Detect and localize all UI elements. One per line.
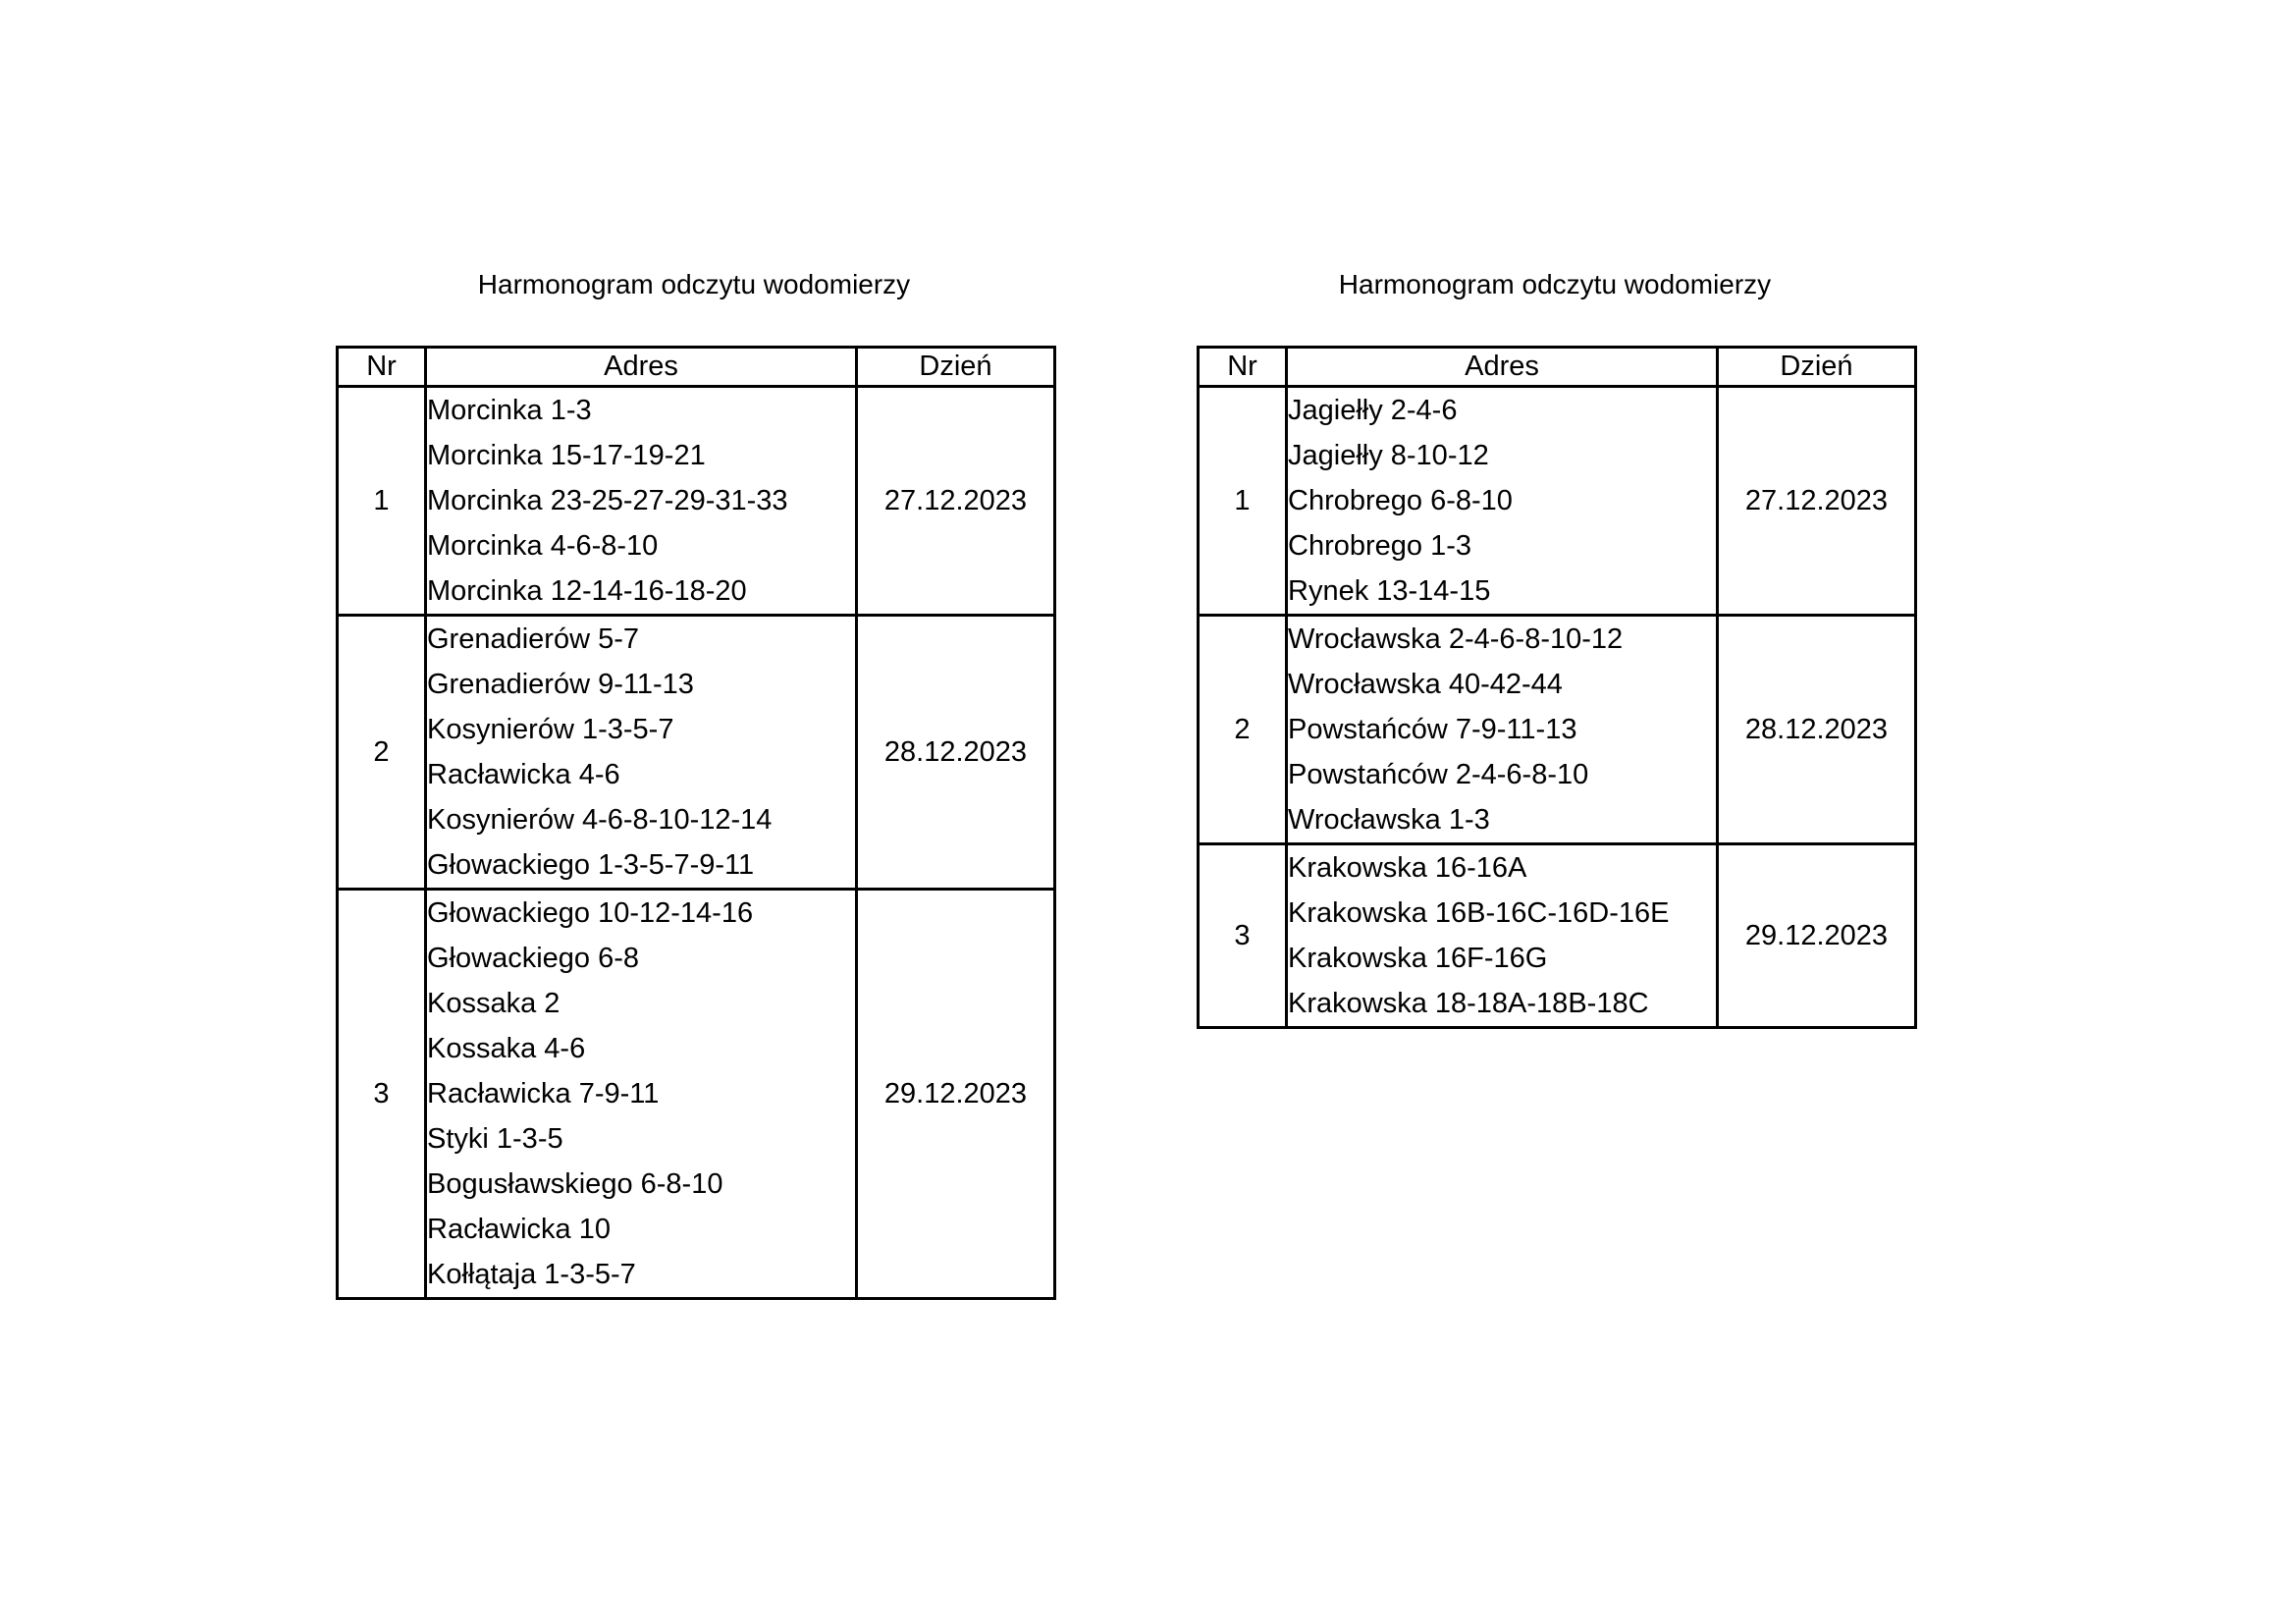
address-line: Morcinka 1-3	[427, 395, 592, 426]
address-line: Kossaka 4-6	[427, 1033, 586, 1064]
reading-date: 28.12.2023	[855, 614, 1056, 891]
group-number: 3	[336, 888, 427, 1300]
address-line: Kossaka 2	[427, 988, 561, 1019]
address-line: Morcinka 4-6-8-10	[427, 530, 659, 562]
group-number: 1	[1197, 385, 1288, 617]
address-line: Krakowska 18-18A-18B-18C	[1288, 988, 1649, 1019]
address-line: Racławicka 10	[427, 1214, 611, 1245]
reading-date: 28.12.2023	[1716, 614, 1917, 845]
address-line: Chrobrego 1-3	[1288, 530, 1471, 562]
header-dzien: Dzień	[1716, 346, 1917, 388]
group-number: 3	[1197, 842, 1288, 1029]
address-line: Kosynierów 1-3-5-7	[427, 714, 674, 745]
address-line: Bogusławskiego 6-8-10	[427, 1168, 723, 1200]
group-number: 2	[1197, 614, 1288, 845]
address-line: Kosynierów 4-6-8-10-12-14	[427, 804, 773, 836]
address-line: Głowackiego 1-3-5-7-9-11	[427, 849, 755, 881]
address-list: Krakowska 16-16A Krakowska 16B-16C-16D-1…	[1285, 842, 1719, 1029]
address-list: Morcinka 1-3 Morcinka 15-17-19-21 Morcin…	[424, 385, 858, 617]
address-line: Rynek 13-14-15	[1288, 575, 1491, 607]
schedule-title: Harmonogram odczytu wodomierzy	[1338, 269, 1772, 299]
address-line: Powstańców 7-9-11-13	[1288, 714, 1577, 745]
address-line: Styki 1-3-5	[427, 1123, 563, 1155]
header-row: Nr Adres Dzień	[336, 346, 1056, 388]
address-line: Racławicka 4-6	[427, 759, 620, 790]
address-list: Jagiełły 2-4-6 Jagiełły 8-10-12 Chrobreg…	[1285, 385, 1719, 617]
address-line: Krakowska 16F-16G	[1288, 943, 1548, 974]
address-line: Chrobrego 6-8-10	[1288, 485, 1513, 516]
address-line: Wrocławska 40-42-44	[1288, 669, 1563, 700]
table-row: 1 Jagiełły 2-4-6 Jagiełły 8-10-12 Chrobr…	[1197, 385, 1917, 617]
table-row: 3 Krakowska 16-16A Krakowska 16B-16C-16D…	[1197, 842, 1917, 1029]
address-line: Kołłątaja 1-3-5-7	[427, 1259, 636, 1290]
header-nr: Nr	[336, 346, 427, 388]
header-row: Nr Adres Dzień	[1197, 346, 1917, 388]
address-list: Wrocławska 2-4-6-8-10-12 Wrocławska 40-4…	[1285, 614, 1719, 845]
header-adres: Adres	[424, 346, 858, 388]
address-line: Głowackiego 6-8	[427, 943, 639, 974]
table-row: 3 Głowackiego 10-12-14-16 Głowackiego 6-…	[336, 888, 1056, 1300]
header-adres: Adres	[1285, 346, 1719, 388]
address-list: Głowackiego 10-12-14-16 Głowackiego 6-8 …	[424, 888, 858, 1300]
address-line: Powstańców 2-4-6-8-10	[1288, 759, 1589, 790]
group-number: 1	[336, 385, 427, 617]
schedule-table: Nr Adres Dzień 1 Jagiełły 2-4-6 Jagiełły…	[1197, 346, 1917, 1029]
address-line: Morcinka 12-14-16-18-20	[427, 575, 747, 607]
reading-date: 27.12.2023	[1716, 385, 1917, 617]
address-line: Morcinka 23-25-27-29-31-33	[427, 485, 788, 516]
address-line: Głowackiego 10-12-14-16	[427, 897, 754, 929]
table-row: 1 Morcinka 1-3 Morcinka 15-17-19-21 Morc…	[336, 385, 1056, 617]
schedule-table: Nr Adres Dzień 1 Morcinka 1-3 Morcinka 1…	[336, 346, 1056, 1300]
address-line: Morcinka 15-17-19-21	[427, 440, 706, 471]
group-number: 2	[336, 614, 427, 891]
address-line: Krakowska 16B-16C-16D-16E	[1288, 897, 1670, 929]
address-line: Wrocławska 2-4-6-8-10-12	[1288, 623, 1624, 655]
header-nr: Nr	[1197, 346, 1288, 388]
schedule-title: Harmonogram odczytu wodomierzy	[477, 269, 911, 299]
reading-date: 27.12.2023	[855, 385, 1056, 617]
reading-date: 29.12.2023	[855, 888, 1056, 1300]
address-line: Racławicka 7-9-11	[427, 1078, 660, 1110]
address-line: Krakowska 16-16A	[1288, 852, 1527, 884]
table-row: 2 Wrocławska 2-4-6-8-10-12 Wrocławska 40…	[1197, 614, 1917, 845]
address-line: Jagiełły 2-4-6	[1288, 395, 1458, 426]
address-line: Grenadierów 9-11-13	[427, 669, 694, 700]
reading-date: 29.12.2023	[1716, 842, 1917, 1029]
header-dzien: Dzień	[855, 346, 1056, 388]
address-list: Grenadierów 5-7 Grenadierów 9-11-13 Kosy…	[424, 614, 858, 891]
address-line: Grenadierów 5-7	[427, 623, 639, 655]
table-row: 2 Grenadierów 5-7 Grenadierów 9-11-13 Ko…	[336, 614, 1056, 891]
address-line: Wrocławska 1-3	[1288, 804, 1490, 836]
address-line: Jagiełły 8-10-12	[1288, 440, 1489, 471]
